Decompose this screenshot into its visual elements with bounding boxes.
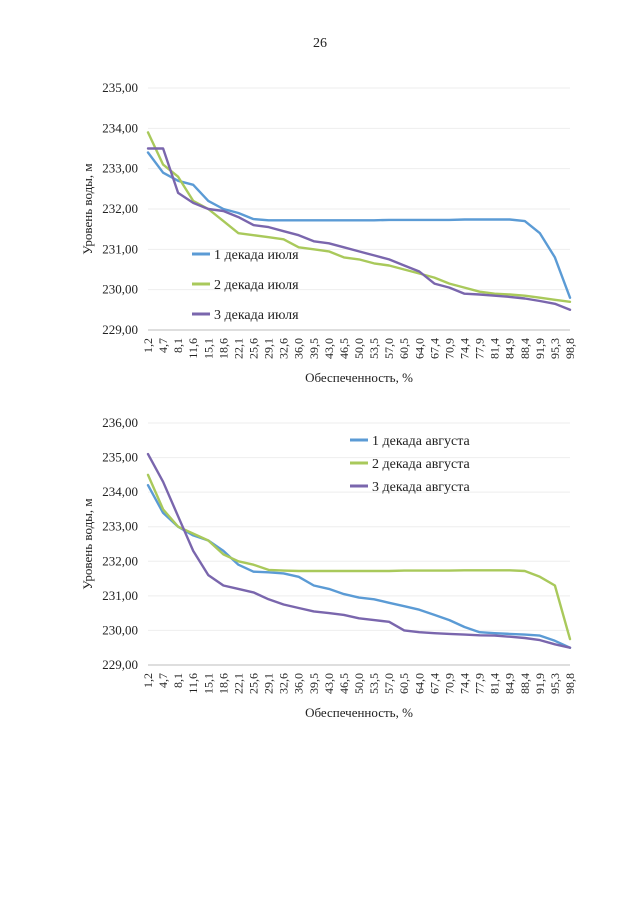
y-tick-label: 235,00 bbox=[102, 450, 138, 465]
y-tick-label: 234,00 bbox=[102, 484, 138, 499]
x-tick-label: 81,4 bbox=[488, 673, 502, 694]
series-line-2 bbox=[146, 131, 572, 304]
chart-august: 229,00 230,00 231,00 232,00 233,00 234,00 235,… bbox=[80, 415, 577, 720]
x-tick-label: 29,1 bbox=[262, 338, 276, 359]
x-axis-title: Обеспеченность, % bbox=[305, 705, 413, 720]
x-tick-label: 84,9 bbox=[503, 673, 517, 694]
x-tick-label: 53,5 bbox=[367, 338, 381, 359]
page-number: 26 bbox=[313, 36, 327, 51]
x-tick-label: 39,5 bbox=[307, 673, 321, 694]
y-tick-label: 232,00 bbox=[102, 201, 138, 216]
legend-label-2: 2 декада июля bbox=[214, 278, 299, 293]
x-tick-label: 50,0 bbox=[352, 673, 366, 694]
x-tick-label: 36,0 bbox=[292, 673, 306, 694]
y-tick-label: 229,00 bbox=[102, 322, 138, 337]
x-tick-label: 18,6 bbox=[216, 338, 230, 359]
x-tick-label: 32,6 bbox=[277, 338, 291, 359]
x-tick-label: 25,6 bbox=[247, 338, 261, 359]
x-tick-label: 70,9 bbox=[442, 673, 456, 694]
x-tick-label: 98,8 bbox=[563, 338, 577, 359]
x-tick-label: 91,9 bbox=[533, 338, 547, 359]
x-tick-label: 64,0 bbox=[412, 673, 426, 694]
x-tick-label: 1,2 bbox=[141, 673, 155, 688]
legend-label-3: 3 декада августа bbox=[372, 480, 471, 495]
x-tick-label: 98,8 bbox=[563, 673, 577, 694]
x-tick-label: 11,6 bbox=[186, 338, 200, 359]
y-tick-label: 232,00 bbox=[102, 553, 138, 568]
x-tick-label: 95,3 bbox=[548, 673, 562, 694]
x-tick-label: 46,5 bbox=[337, 673, 351, 694]
x-axis-title: Обеспеченность, % bbox=[305, 370, 413, 385]
x-tick-label: 88,4 bbox=[518, 338, 532, 359]
x-tick-label: 74,4 bbox=[458, 673, 472, 694]
legend-label-1: 1 декада июля bbox=[214, 248, 299, 263]
y-tick-label: 233,00 bbox=[102, 161, 138, 176]
series-line-2 bbox=[146, 473, 572, 641]
y-tick-label: 233,00 bbox=[102, 519, 138, 534]
chart-july: 229,00 230,00 231,00 232,00 233,00 234,00 235,… bbox=[80, 80, 577, 385]
x-tick-label: 22,1 bbox=[231, 673, 245, 694]
x-tick-label: 84,9 bbox=[503, 338, 517, 359]
legend-label-2: 2 декада августа bbox=[372, 457, 471, 472]
x-tick-label: 74,4 bbox=[458, 338, 472, 359]
y-tick-label: 235,00 bbox=[102, 80, 138, 95]
x-tick-label: 70,9 bbox=[442, 338, 456, 359]
legend-label-1: 1 декада августа bbox=[372, 434, 471, 449]
x-tick-label: 60,5 bbox=[397, 673, 411, 694]
x-tick-label: 95,3 bbox=[548, 338, 562, 359]
x-tick-label: 88,4 bbox=[518, 673, 532, 694]
series-line-1 bbox=[146, 151, 572, 299]
y-axis-title: Уровень воды, м bbox=[80, 163, 95, 254]
y-tick-label: 230,00 bbox=[102, 282, 138, 297]
x-tick-label: 77,9 bbox=[473, 673, 487, 694]
x-tick-label: 11,6 bbox=[186, 673, 200, 694]
x-tick-label: 4,7 bbox=[156, 338, 170, 353]
x-tick-label: 15,1 bbox=[201, 673, 215, 694]
x-tick-label: 81,4 bbox=[488, 338, 502, 359]
x-tick-label: 1,2 bbox=[141, 338, 155, 353]
x-tick-label: 8,1 bbox=[171, 338, 185, 353]
x-tick-label: 57,0 bbox=[382, 338, 396, 359]
x-tick-label: 91,9 bbox=[533, 673, 547, 694]
series-line-3 bbox=[146, 147, 572, 312]
x-tick-label: 77,9 bbox=[473, 338, 487, 359]
x-tick-label: 4,7 bbox=[156, 673, 170, 688]
x-tick-label: 67,4 bbox=[427, 673, 441, 694]
legend-label-3: 3 декада июля bbox=[214, 308, 299, 323]
series-line-3 bbox=[146, 452, 572, 649]
x-tick-label: 8,1 bbox=[171, 673, 185, 688]
x-tick-label: 15,1 bbox=[201, 338, 215, 359]
x-tick-label: 53,5 bbox=[367, 673, 381, 694]
x-tick-label: 43,0 bbox=[322, 338, 336, 359]
x-tick-label: 64,0 bbox=[412, 338, 426, 359]
x-tick-label: 22,1 bbox=[231, 338, 245, 359]
x-tick-label: 29,1 bbox=[262, 673, 276, 694]
x-tick-label: 67,4 bbox=[427, 338, 441, 359]
x-tick-label: 39,5 bbox=[307, 338, 321, 359]
series-line-1 bbox=[146, 483, 572, 649]
y-tick-label: 231,00 bbox=[102, 241, 138, 256]
x-tick-label: 50,0 bbox=[352, 338, 366, 359]
x-tick-label: 46,5 bbox=[337, 338, 351, 359]
y-tick-label: 234,00 bbox=[102, 120, 138, 135]
x-tick-label: 60,5 bbox=[397, 338, 411, 359]
y-axis-title: Уровень воды, м bbox=[80, 498, 95, 589]
x-tick-label: 43,0 bbox=[322, 673, 336, 694]
x-tick-label: 36,0 bbox=[292, 338, 306, 359]
x-tick-label: 32,6 bbox=[277, 673, 291, 694]
y-tick-label: 236,00 bbox=[102, 415, 138, 430]
x-tick-label: 57,0 bbox=[382, 673, 396, 694]
y-tick-label: 229,00 bbox=[102, 657, 138, 672]
y-tick-label: 230,00 bbox=[102, 622, 138, 637]
x-tick-label: 18,6 bbox=[216, 673, 230, 694]
x-tick-label: 25,6 bbox=[247, 673, 261, 694]
y-tick-label: 231,00 bbox=[102, 588, 138, 603]
